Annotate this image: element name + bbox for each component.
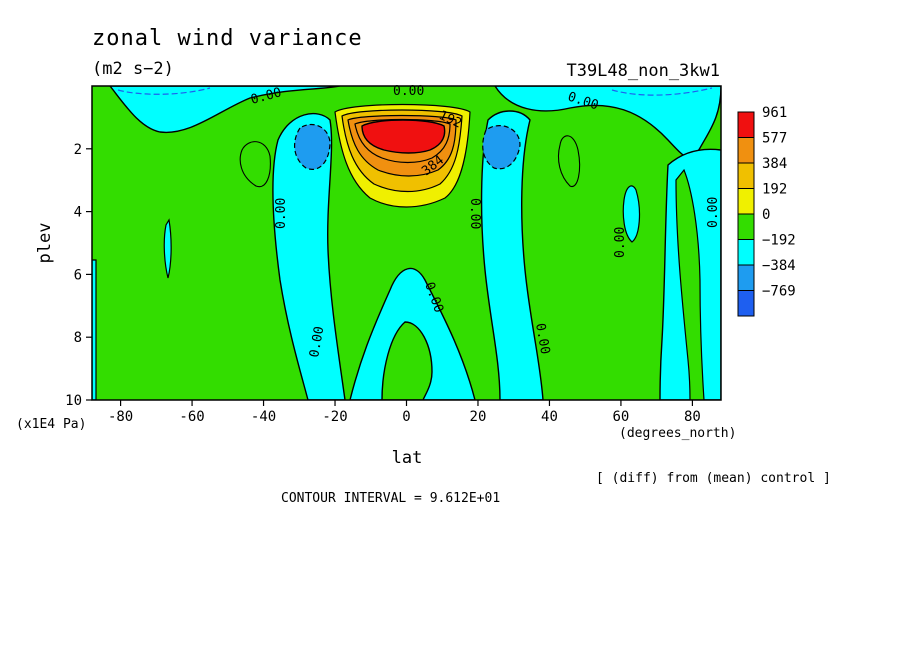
contour-sh-midlat — [239, 141, 271, 188]
x-tick-label: 20 — [470, 409, 487, 425]
colorbar: 961 577 384 192 0 −192 −384 −769 — [737, 105, 796, 317]
y-axis-units: (x1E4 Pa) — [16, 417, 86, 432]
x-tick-label: -80 — [108, 409, 133, 425]
x-tick-label: -60 — [179, 409, 204, 425]
x-axis-units: (degrees_north) — [619, 426, 736, 441]
x-tick-label: 60 — [613, 409, 630, 425]
y-tick-label: 10 — [65, 393, 82, 409]
run-label: T39L48_non_3kw1 — [566, 61, 720, 81]
jet-961 — [361, 119, 446, 154]
x-tick-label: -20 — [322, 409, 347, 425]
colorbar-swatch — [737, 188, 755, 215]
contour-label: 0.00 — [532, 322, 552, 355]
diff-note: [ (diff) from (mean) control ] — [596, 471, 831, 486]
colorbar-swatch — [737, 213, 755, 240]
colorbar-swatch — [737, 264, 755, 291]
chart-title: zonal wind variance — [92, 26, 363, 51]
region-negative-sh-column — [272, 112, 346, 400]
colorbar-label: 577 — [762, 131, 787, 147]
y-tick-label: 8 — [74, 330, 82, 346]
contour-interval: CONTOUR INTERVAL = 9.612E+01 — [281, 491, 500, 506]
contour-label: 0.00 — [307, 325, 327, 358]
colorbar-label: 0 — [762, 207, 770, 223]
contour-nh-midlat — [557, 135, 581, 187]
contour-top-dashed-right — [611, 87, 713, 96]
colorbar-label: 192 — [762, 182, 787, 198]
colorbar-swatch — [737, 111, 755, 138]
core-negative-sh — [294, 123, 331, 170]
colorbar-swatch — [737, 239, 755, 266]
chart-units: (m2 s−2) — [92, 59, 174, 79]
colorbar-swatch — [737, 137, 755, 164]
region-negative-top-right — [494, 86, 721, 159]
y-tick-label: 6 — [74, 267, 82, 283]
contour-top-dashed-left — [117, 87, 211, 95]
region-negative-left-edge — [92, 259, 97, 400]
y-tick-label: 4 — [74, 205, 82, 221]
region-positive-center-bump — [381, 321, 433, 400]
colorbar-label: −769 — [762, 284, 796, 300]
x-tick-label: 40 — [541, 409, 558, 425]
region-negative-top-left — [109, 86, 341, 134]
colorbar-swatch — [737, 162, 755, 189]
contour-label: 0.00 — [706, 197, 721, 228]
region-negative-small-sh — [163, 218, 172, 279]
contour-label: 0.00 — [274, 198, 289, 229]
colorbar-label: −192 — [762, 233, 796, 249]
contour-label: 0.00 — [613, 227, 628, 258]
region-negative-small-nh — [622, 185, 641, 243]
x-tick-label: 0 — [402, 409, 410, 425]
region-negative-nh-column — [480, 110, 544, 400]
colorbar-label: 961 — [762, 105, 787, 121]
contour-label: 0.00 — [467, 198, 482, 229]
x-tick-label: 80 — [684, 409, 701, 425]
y-tick-label: 2 — [74, 142, 82, 158]
contour-label: 0.00 — [393, 84, 424, 99]
colorbar-label: −384 — [762, 258, 796, 274]
y-axis: 2 4 6 8 10 — [65, 142, 92, 409]
x-tick-label: -40 — [251, 409, 276, 425]
colorbar-swatch — [737, 290, 755, 317]
core-negative-nh — [482, 125, 521, 170]
colorbar-label: 384 — [762, 156, 787, 172]
x-axis: -80 -60 -40 -20 0 20 40 60 80 — [108, 400, 701, 425]
plot-area: 0.00 0.00 0.00 0.00 0.00 0.00 0.00 0.00 … — [65, 84, 722, 425]
region-positive-polar-strip — [675, 168, 705, 400]
y-axis-label: plev — [35, 223, 55, 264]
x-axis-label: lat — [392, 448, 423, 468]
